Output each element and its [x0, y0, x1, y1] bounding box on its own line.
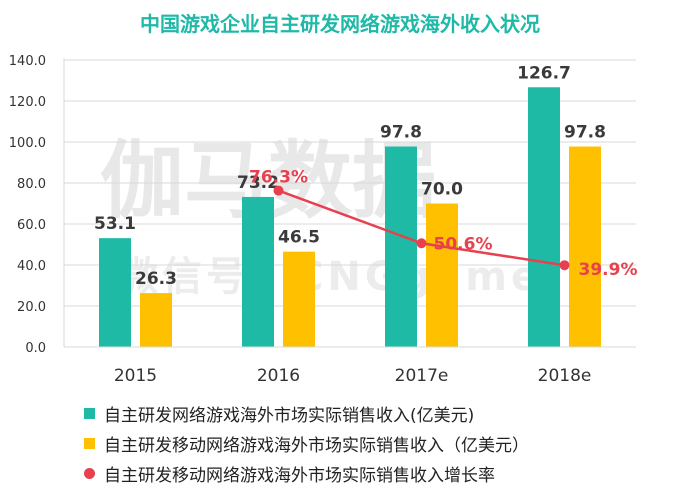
- bar-data-label: 26.3: [135, 269, 177, 289]
- bar-data-label: 53.1: [94, 214, 136, 234]
- bar-data-label: 46.5: [278, 228, 320, 248]
- bar-overseas-revenue: [528, 87, 560, 347]
- growth-rate-label: 50.6%: [434, 234, 493, 254]
- legend-marker-red: [84, 467, 95, 479]
- x-tick-label: 2018e: [538, 366, 592, 386]
- bars: 53.1 73.2 97.8 126.7 26.3 46.5 70.0 97.8: [94, 63, 606, 347]
- bar-data-label: 126.7: [517, 63, 571, 83]
- legend-item-growth-rate: 自主研发移动网络游戏海外市场实际销售收入增长率: [84, 458, 529, 488]
- bar-data-label: 70.0: [421, 180, 463, 200]
- y-axis: 0.0 20.0 40.0 60.0 80.0 100.0 120.0 140.0: [9, 54, 65, 356]
- x-tick-label: 2017e: [395, 366, 449, 386]
- x-tick-label: 2016: [257, 366, 300, 386]
- growth-rate-point: [559, 260, 570, 271]
- bar-mobile-revenue: [426, 203, 458, 347]
- y-tick-label: 100.0: [9, 136, 46, 151]
- y-tick-label: 60.0: [17, 218, 46, 233]
- y-tick-label: 140.0: [9, 54, 46, 69]
- y-tick-label: 40.0: [17, 259, 46, 274]
- legend-label: 自主研发移动网络游戏海外市场实际销售收入增长率: [104, 465, 495, 486]
- bar-mobile-revenue: [569, 146, 601, 347]
- growth-rate-point: [273, 185, 284, 196]
- legend-swatch-teal: [84, 407, 95, 419]
- x-tick-label: 2015: [114, 366, 157, 386]
- growth-rate-label: 76.3%: [249, 168, 308, 188]
- watermark: 伽马数据 微信号：CNGgame: [100, 132, 542, 300]
- legend-item-mobile-revenue: 自主研发移动网络游戏海外市场实际销售收入（亿美元）: [84, 428, 529, 458]
- bar-mobile-revenue: [283, 251, 315, 347]
- legend-label: 自主研发网络游戏海外市场实际销售收入(亿美元): [104, 405, 475, 426]
- bar-data-label: 73.2: [237, 173, 279, 193]
- legend-label: 自主研发移动网络游戏海外市场实际销售收入（亿美元）: [104, 435, 529, 456]
- x-axis: 2015 2016 2017e 2018e: [64, 346, 636, 386]
- bar-overseas-revenue: [99, 238, 131, 347]
- chart-title: 中国游戏企业自主研发网络游戏海外收入状况: [140, 12, 540, 36]
- growth-rate-point: [416, 238, 427, 249]
- growth-rate-series: 76.3% 50.6% 39.9%: [249, 168, 637, 281]
- y-tick-label: 20.0: [17, 300, 46, 315]
- bar-data-label: 97.8: [564, 123, 606, 143]
- legend: 自主研发网络游戏海外市场实际销售收入(亿美元) 自主研发移动网络游戏海外市场实际…: [84, 398, 529, 488]
- y-tick-label: 0.0: [25, 341, 46, 356]
- y-tick-label: 80.0: [17, 177, 46, 192]
- bar-overseas-revenue: [385, 146, 417, 347]
- bar-data-label: 97.8: [380, 123, 422, 143]
- legend-item-overseas-revenue: 自主研发网络游戏海外市场实际销售收入(亿美元): [84, 398, 529, 428]
- watermark-sub: 微信号：CNGgame: [117, 254, 542, 300]
- growth-rate-label: 39.9%: [579, 260, 638, 280]
- bar-mobile-revenue: [140, 293, 172, 347]
- bar-overseas-revenue: [242, 196, 274, 347]
- y-tick-label: 120.0: [9, 95, 46, 110]
- legend-swatch-yellow: [84, 437, 95, 449]
